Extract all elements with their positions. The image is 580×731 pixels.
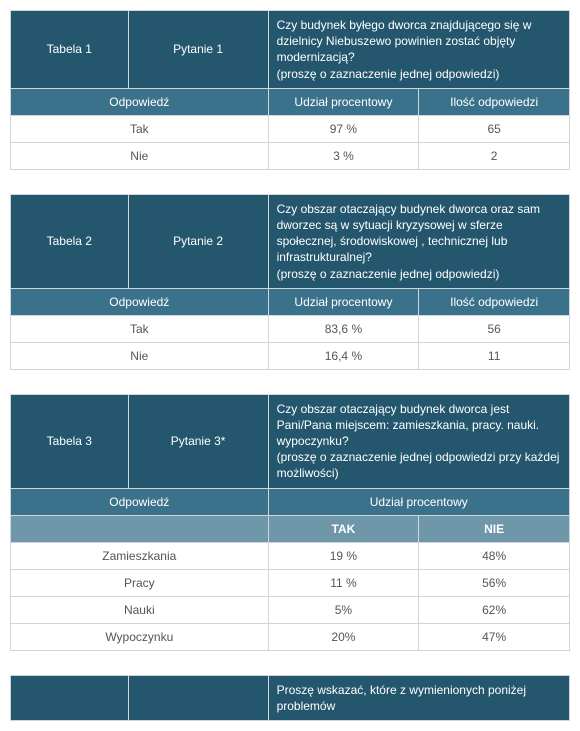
cell-tak: 5% [268, 596, 419, 623]
table-3-sub-answer: Odpowiedź [11, 488, 269, 515]
table-1-sub-count: Ilość odpowiedzi [419, 88, 570, 115]
table-3-question: Czy obszar otaczający budynek dworca jes… [268, 394, 569, 488]
table-row: Tak 83,6 % 56 [11, 315, 570, 342]
table-4-pytanie [128, 675, 268, 720]
cell-answer: Pracy [11, 569, 269, 596]
table-2-sub-count: Ilość odpowiedzi [419, 288, 570, 315]
table-1-sub-answer: Odpowiedź [11, 88, 269, 115]
table-1-subheaders: Odpowiedź Udział procentowy Ilość odpowi… [11, 88, 570, 115]
cell-pct: 97 % [268, 115, 419, 142]
table-3-tn-headers: TAK NIE [11, 515, 570, 542]
table-3-pytanie: Pytanie 3* [128, 394, 268, 488]
table-row: Zamieszkania 19 % 48% [11, 542, 570, 569]
table-3: Tabela 3 Pytanie 3* Czy obszar otaczając… [10, 394, 570, 651]
cell-pct: 3 % [268, 142, 419, 169]
cell-nie: 62% [419, 596, 570, 623]
cell-answer: Nie [11, 142, 269, 169]
cell-answer: Tak [11, 315, 269, 342]
cell-count: 11 [419, 342, 570, 369]
cell-pct: 16,4 % [268, 342, 419, 369]
table-2-pytanie: Pytanie 2 [128, 194, 268, 288]
cell-answer: Wypoczynku [11, 623, 269, 650]
table-row: Tak 97 % 65 [11, 115, 570, 142]
table-row: Pracy 11 % 56% [11, 569, 570, 596]
cell-nie: 47% [419, 623, 570, 650]
table-2: Tabela 2 Pytanie 2 Czy obszar otaczający… [10, 194, 570, 370]
table-3-subheaders: Odpowiedź Udział procentowy [11, 488, 570, 515]
cell-nie: 48% [419, 542, 570, 569]
table-1-sub-pct: Udział procentowy [268, 88, 419, 115]
table-4-question: Proszę wskazać, które z wymienionych pon… [268, 675, 569, 720]
nie-header: NIE [419, 515, 570, 542]
table-4-partial: Proszę wskazać, które z wymienionych pon… [10, 675, 570, 721]
table-1-header: Tabela 1 Pytanie 1 Czy budynek byłego dw… [11, 11, 570, 89]
table-2-header: Tabela 2 Pytanie 2 Czy obszar otaczający… [11, 194, 570, 288]
cell-count: 2 [419, 142, 570, 169]
table-2-label: Tabela 2 [11, 194, 129, 288]
cell-pct: 83,6 % [268, 315, 419, 342]
empty-cell [11, 515, 269, 542]
cell-count: 65 [419, 115, 570, 142]
table-1-question: Czy budynek byłego dworca znajdującego s… [268, 11, 569, 89]
table-row: Nie 16,4 % 11 [11, 342, 570, 369]
cell-answer: Nauki [11, 596, 269, 623]
table-row: Wypoczynku 20% 47% [11, 623, 570, 650]
cell-tak: 20% [268, 623, 419, 650]
tak-header: TAK [268, 515, 419, 542]
table-3-sub-pct: Udział procentowy [268, 488, 569, 515]
table-4-label [11, 675, 129, 720]
table-2-question: Czy obszar otaczający budynek dworca ora… [268, 194, 569, 288]
table-row: Nauki 5% 62% [11, 596, 570, 623]
table-2-sub-answer: Odpowiedź [11, 288, 269, 315]
cell-tak: 11 % [268, 569, 419, 596]
table-1: Tabela 1 Pytanie 1 Czy budynek byłego dw… [10, 10, 570, 170]
cell-nie: 56% [419, 569, 570, 596]
cell-count: 56 [419, 315, 570, 342]
table-1-pytanie: Pytanie 1 [128, 11, 268, 89]
cell-answer: Zamieszkania [11, 542, 269, 569]
table-4-header: Proszę wskazać, które z wymienionych pon… [11, 675, 570, 720]
table-2-sub-pct: Udział procentowy [268, 288, 419, 315]
cell-answer: Tak [11, 115, 269, 142]
cell-answer: Nie [11, 342, 269, 369]
table-2-subheaders: Odpowiedź Udział procentowy Ilość odpowi… [11, 288, 570, 315]
table-3-header: Tabela 3 Pytanie 3* Czy obszar otaczając… [11, 394, 570, 488]
cell-tak: 19 % [268, 542, 419, 569]
table-row: Nie 3 % 2 [11, 142, 570, 169]
table-1-label: Tabela 1 [11, 11, 129, 89]
table-3-label: Tabela 3 [11, 394, 129, 488]
